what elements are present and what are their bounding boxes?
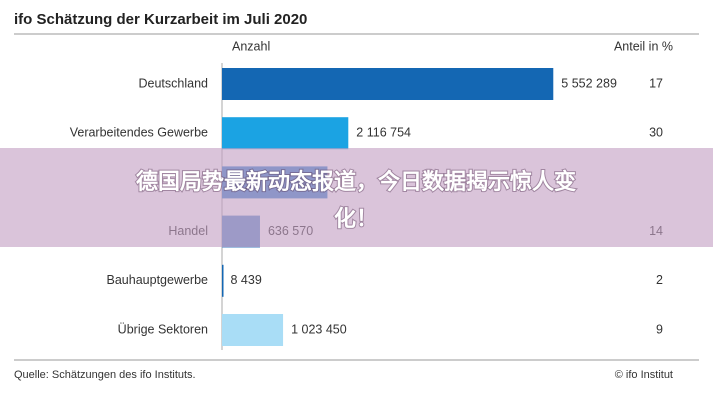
share-header: Anteil in % bbox=[614, 39, 673, 53]
share-label: 9 bbox=[656, 322, 663, 336]
axis-label: Anzahl bbox=[232, 39, 270, 53]
bar bbox=[222, 264, 224, 297]
bar bbox=[222, 68, 554, 100]
value-label: 1 023 450 bbox=[291, 322, 347, 336]
chart-title: ifo Schätzung der Kurzarbeit im Juli 202… bbox=[14, 11, 307, 28]
value-label: 8 439 bbox=[231, 273, 262, 287]
source: Quelle: Schätzungen des ifo Instituts. bbox=[14, 369, 196, 381]
overlay-band bbox=[0, 148, 713, 247]
overlay-headline: 化！ bbox=[334, 206, 378, 232]
share-label: 30 bbox=[649, 125, 663, 139]
bar bbox=[222, 117, 349, 150]
value-label: 2 116 754 bbox=[356, 125, 411, 139]
overlay-headline: 德国局势最新动态报道，今日数据揭示惊人变 bbox=[136, 169, 576, 195]
bar bbox=[222, 314, 284, 346]
category-label: Deutschland bbox=[139, 76, 209, 90]
share-label: 17 bbox=[649, 76, 663, 90]
category-label: Übrige Sektoren bbox=[118, 322, 208, 336]
copyright: © ifo Institut bbox=[615, 369, 673, 381]
category-label: Bauhauptgewerbe bbox=[107, 273, 209, 287]
category-label: Verarbeitendes Gewerbe bbox=[70, 125, 208, 139]
value-label: 5 552 289 bbox=[561, 76, 617, 90]
share-label: 2 bbox=[656, 273, 663, 287]
